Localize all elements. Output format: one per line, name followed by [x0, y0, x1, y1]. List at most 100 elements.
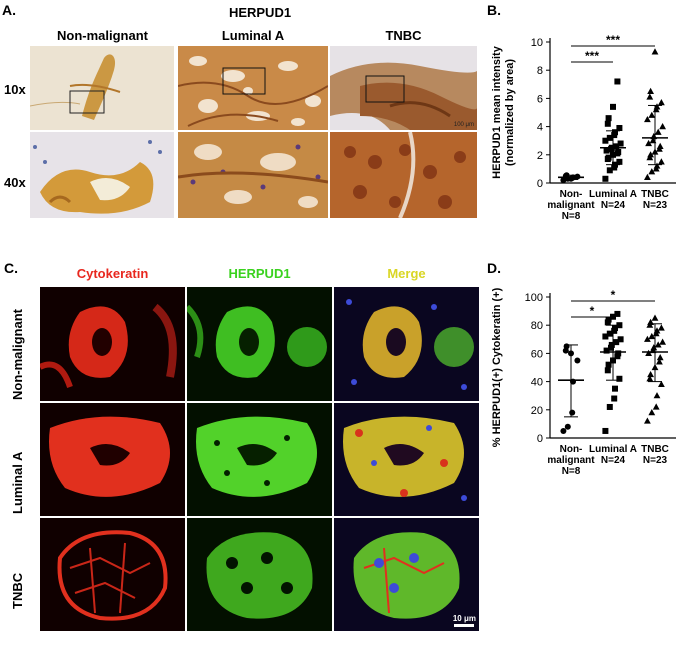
- chart-b-point: [653, 162, 661, 169]
- chart-d-x-tick-label: Luminal A N=24: [589, 444, 637, 466]
- chart-b-y-tick-label: 10: [531, 37, 543, 49]
- chart-d-point: [569, 409, 576, 416]
- chart-b-y-tick-label: 2: [537, 150, 543, 162]
- row-label-luminal: Luminal A: [10, 451, 25, 514]
- chart-b-y-tick-label: 4: [537, 122, 543, 134]
- chart-d-point: [647, 370, 654, 378]
- chart-d-point: [646, 375, 654, 382]
- chart-b-point: [651, 48, 659, 55]
- chart-b-point: [602, 175, 609, 182]
- chart-b-point: [610, 103, 616, 110]
- chart-b-point: [658, 158, 665, 165]
- chart-b: 0 2 4 6 8 10 HERPUD1 mean intensity (normalized…: [491, 33, 676, 222]
- chart-b-y-tick-label: 0: [537, 178, 543, 190]
- chart-b-point: [647, 151, 654, 158]
- chart-d-point: [650, 344, 658, 351]
- chart-d-sig-label: *: [590, 304, 595, 318]
- chart-b-point: [648, 111, 656, 118]
- panel-b-label: B.: [487, 2, 501, 18]
- chart-b-y-axis-label: HERPUD1 mean intensity: [491, 45, 503, 179]
- chart-d-point: [653, 392, 661, 399]
- chart-d-point: [652, 403, 660, 410]
- chart-d-point: [606, 403, 613, 410]
- chart-b-point: [617, 140, 624, 147]
- chart-b-point: [604, 120, 611, 127]
- channel-merge-title: Merge: [387, 266, 426, 281]
- chart-d-point: [604, 367, 611, 374]
- chart-d-point: [616, 375, 623, 382]
- chart-d-point: [612, 385, 618, 392]
- chart-d-point: [602, 333, 609, 340]
- ihc-tnbc-40x: [330, 132, 477, 218]
- if-nonmalignant-herpud1: [187, 287, 332, 401]
- panel-a-label: A.: [2, 2, 16, 18]
- ihc-scale-text: 100 μm: [453, 122, 474, 128]
- chart-b-point: [606, 167, 613, 174]
- chart-d-y-axis-label: % HERPUD1(+) Cytokeratin (+): [491, 287, 503, 447]
- panel-a-col-tnbc: TNBC: [385, 28, 422, 43]
- chart-d-sig-label: *: [611, 288, 616, 302]
- panel-a-col-luminal: Luminal A: [221, 28, 285, 43]
- chart-d-y-tick-label: 0: [537, 433, 543, 445]
- if-nonmalignant-merge: [334, 287, 479, 401]
- chart-d-point: [564, 423, 571, 430]
- if-nonmalignant-cytokeratin: [40, 287, 185, 401]
- chart-d-point: [644, 417, 651, 424]
- chart-d-point: [611, 395, 618, 402]
- if-scale-text: 10 μm: [452, 614, 476, 623]
- chart-b-y-tick-label: 8: [537, 65, 543, 77]
- chart-d-point: [658, 324, 665, 331]
- ihc-tnbc-10x: 100 μm: [330, 46, 477, 130]
- if-luminal-cytokeratin: [40, 403, 185, 516]
- chart-d-y-tick-label: 20: [531, 405, 543, 417]
- chart-b-point: [616, 158, 623, 165]
- chart-b-point: [648, 168, 656, 175]
- chart-d-point: [617, 336, 624, 343]
- chart-b-y-tick-label: 6: [537, 93, 543, 105]
- chart-d: 0 20 40 60 80 100 % HERPUD1(+) Cytokeratin (+)…: [491, 287, 676, 477]
- chart-b-point: [603, 147, 610, 154]
- chart-b-point: [616, 125, 623, 132]
- chart-d-y-tick-label: 40: [531, 377, 543, 389]
- chart-b-x-tick-label: Non-malignant N=8: [547, 189, 595, 222]
- if-tnbc-cytokeratin: [40, 518, 185, 631]
- chart-b-point: [646, 93, 654, 100]
- chart-b-y-axis-label: (normalized by area): [504, 59, 516, 166]
- ihc-nonmalignant-40x: [30, 132, 174, 218]
- chart-b-point: [605, 115, 612, 122]
- chart-b-point: [602, 137, 609, 144]
- chart-d-point: [612, 325, 618, 332]
- chart-d-x-tick-label: TNBC N=23: [641, 444, 669, 466]
- chart-d-point: [645, 349, 652, 356]
- chart-b-point: [644, 115, 651, 123]
- panel-a-title: HERPUD1: [228, 5, 292, 20]
- chart-b-point: [614, 78, 621, 85]
- row-label-tnbc: TNBC: [10, 572, 25, 609]
- chart-d-point: [608, 341, 615, 348]
- chart-b-point: [658, 99, 665, 106]
- chart-d-y-tick-label: 80: [531, 320, 543, 332]
- panel-a-col-nonmalignant: Non-malignant: [57, 28, 148, 43]
- chart-d-point: [563, 343, 570, 350]
- panel-a-row-40x: 40x: [4, 175, 26, 190]
- panel-d-label: D.: [487, 260, 501, 276]
- channel-cytokeratin-title: Cytokeratin: [76, 266, 149, 281]
- row-label-nonmalignant: Non-malignant: [10, 309, 25, 400]
- chart-d-point: [644, 335, 651, 342]
- chart-d-point: [615, 350, 622, 357]
- chart-d-point: [574, 357, 581, 364]
- chart-b-point: [647, 87, 654, 94]
- chart-d-point: [648, 409, 656, 416]
- if-luminal-merge: [334, 403, 479, 516]
- chart-d-point: [605, 316, 612, 323]
- chart-b-sig-label: ***: [585, 49, 599, 63]
- panel-c-label: C.: [4, 260, 18, 276]
- panel-a-row-10x: 10x: [4, 82, 26, 97]
- chart-b-x-tick-label: Luminal A N=24: [589, 189, 637, 211]
- chart-b-point: [659, 123, 666, 130]
- chart-b-point: [606, 134, 613, 141]
- chart-b-point: [654, 128, 662, 135]
- chart-d-x-tick-label: Non-malignant N=8: [547, 444, 595, 477]
- chart-d-point: [606, 330, 613, 337]
- if-tnbc-merge: 10 μm: [334, 518, 479, 631]
